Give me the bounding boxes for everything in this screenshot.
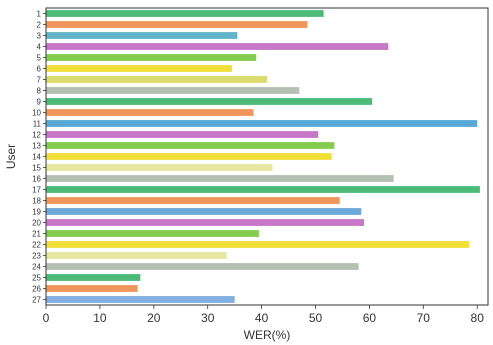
y-tick-label: 8 — [37, 87, 42, 96]
x-tick-label: 40 — [255, 311, 269, 325]
y-tick-label: 2 — [37, 21, 42, 30]
y-tick-label: 25 — [32, 274, 41, 283]
y-tick-label: 21 — [32, 230, 41, 239]
y-tick-label: 1 — [37, 10, 42, 19]
y-tick-label: 26 — [32, 285, 41, 294]
bar-user-4 — [46, 43, 389, 50]
bar-user-16 — [46, 175, 394, 182]
y-tick-label: 12 — [32, 131, 41, 140]
x-tick-label: 50 — [309, 311, 323, 325]
bar-user-6 — [46, 65, 232, 72]
bar-user-1 — [46, 10, 324, 17]
bar-user-22 — [46, 241, 470, 248]
y-tick-label: 13 — [32, 142, 41, 151]
bar-user-3 — [46, 32, 238, 39]
y-tick-label: 27 — [32, 296, 41, 305]
y-tick-label: 18 — [32, 197, 41, 206]
bar-user-25 — [46, 274, 141, 281]
y-tick-label: 23 — [32, 252, 41, 261]
bar-user-14 — [46, 153, 332, 160]
y-tick-label: 17 — [32, 186, 41, 195]
x-axis-label: WER(%) — [244, 328, 291, 342]
y-tick-label: 22 — [32, 241, 41, 250]
y-tick-label: 3 — [37, 32, 42, 41]
bar-user-23 — [46, 252, 227, 259]
y-tick-label: 15 — [32, 164, 41, 173]
bar-user-17 — [46, 186, 480, 193]
bar-user-21 — [46, 230, 259, 237]
bar-user-20 — [46, 219, 365, 226]
x-tick-label: 10 — [93, 311, 107, 325]
bar-user-27 — [46, 296, 235, 303]
y-tick-label: 4 — [37, 43, 42, 52]
bars-layer — [46, 10, 480, 303]
bar-user-26 — [46, 285, 138, 292]
y-tick-label: 9 — [37, 98, 42, 107]
bar-user-13 — [46, 142, 335, 149]
y-tick-label: 7 — [37, 76, 42, 85]
y-tick-label: 20 — [32, 219, 41, 228]
y-tick-label: 6 — [37, 65, 42, 74]
x-tick-label: 70 — [417, 311, 431, 325]
bar-user-7 — [46, 76, 267, 83]
y-tick-label: 19 — [32, 208, 41, 217]
bar-user-8 — [46, 87, 300, 94]
x-tick-label: 80 — [471, 311, 485, 325]
bar-user-5 — [46, 54, 257, 61]
bar-user-10 — [46, 109, 254, 116]
y-axis-label: User — [4, 144, 18, 169]
x-tick-label: 60 — [363, 311, 377, 325]
y-tick-label: 14 — [32, 153, 41, 162]
y-ticks: 1234567891011121314151617181920212223242… — [32, 10, 46, 305]
x-ticks: 0 10 20 30 40 50 60 70 80 — [43, 305, 485, 325]
y-tick-label: 16 — [32, 175, 41, 184]
bar-user-15 — [46, 164, 273, 171]
x-tick-label: 0 — [43, 311, 50, 325]
bar-user-18 — [46, 197, 340, 204]
bar-user-19 — [46, 208, 362, 215]
bar-user-11 — [46, 120, 478, 127]
y-tick-label: 10 — [32, 109, 41, 118]
y-tick-label: 24 — [32, 263, 41, 272]
bar-user-2 — [46, 21, 308, 28]
x-tick-label: 20 — [147, 311, 161, 325]
y-tick-label: 11 — [33, 120, 42, 129]
bar-user-9 — [46, 98, 373, 105]
y-tick-label: 5 — [37, 54, 42, 63]
x-tick-label: 30 — [201, 311, 215, 325]
bar-user-12 — [46, 131, 319, 138]
bar-user-24 — [46, 263, 359, 270]
